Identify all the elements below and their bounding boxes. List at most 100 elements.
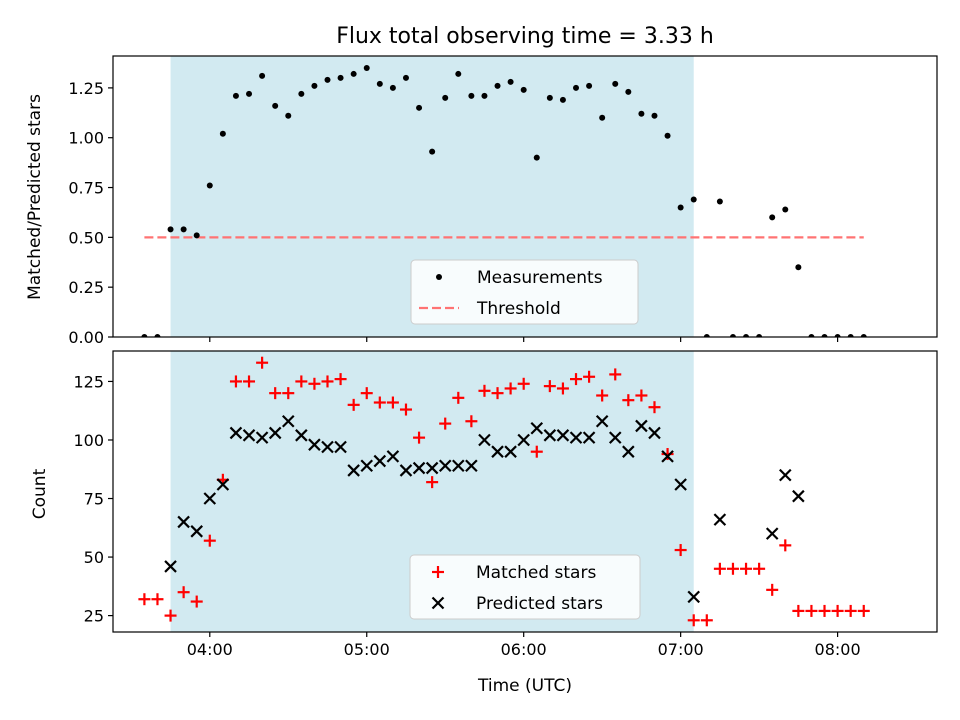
matched-star-point: [831, 604, 844, 617]
predicted-star-point: [295, 429, 308, 442]
legend-label: Predicted stars: [476, 594, 603, 614]
predicted-star-point: [452, 459, 465, 473]
matched-star-point: [308, 377, 321, 390]
matched-star-point: [753, 562, 766, 575]
measurement-point: [808, 334, 815, 337]
matched-star-point: [648, 401, 661, 414]
legend-box: [409, 554, 641, 620]
predicted-star-point: [595, 414, 609, 428]
matched-star-point: [243, 375, 256, 388]
matched-star-point: [269, 387, 282, 400]
measurement-point: [599, 114, 606, 121]
predicted-star-point: [425, 461, 439, 475]
measurement-point: [429, 148, 436, 155]
top-plot: 0.00 0.25 0.50 0.75 1.00 1.25 Measurements Thre…: [68, 55, 938, 347]
measurement-point: [455, 70, 462, 77]
predicted-star-point: [229, 426, 243, 440]
predicted-star-point: [569, 431, 583, 444]
matched-star-point: [766, 583, 779, 596]
matched-star-point: [256, 356, 269, 369]
measurement-point: [232, 92, 239, 99]
matched-star-point: [439, 417, 452, 430]
matched-star-point: [740, 562, 753, 575]
y-tick-label: 0.50: [68, 228, 104, 247]
legend-label: Measurements: [477, 268, 603, 288]
matched-star-point: [347, 398, 360, 411]
matched-star-point: [517, 377, 530, 390]
measurement-point: [847, 334, 854, 337]
predicted-star-point: [504, 445, 517, 458]
measurement-point: [376, 80, 383, 87]
x-axis-label: Time (UTC): [477, 676, 572, 696]
y-tick-label: 50: [84, 548, 104, 567]
y-tick-label: 75: [84, 490, 104, 509]
measurement-point: [625, 88, 632, 95]
matched-star-point: [713, 562, 726, 575]
y-tick-label: 0.75: [68, 179, 104, 198]
matched-star-point: [164, 609, 177, 622]
measurement-point: [350, 70, 357, 77]
matched-star-point: [203, 534, 216, 547]
matched-star-point: [818, 604, 831, 617]
predicted-star-point: [399, 464, 413, 477]
predicted-star-point: [517, 433, 530, 447]
measurement-point: [612, 80, 619, 87]
measurement-point: [219, 130, 226, 137]
measurement-point: [468, 92, 475, 99]
legend: Matched stars Predicted stars: [409, 554, 641, 620]
measurement-point: [821, 334, 828, 337]
matched-star-point: [373, 396, 386, 409]
matched-star-point: [295, 375, 308, 388]
measurement-point: [520, 86, 527, 93]
predicted-star-point: [164, 560, 177, 573]
measurement-point: [363, 64, 370, 71]
predicted-star-point: [543, 429, 557, 442]
measurement-point: [337, 74, 344, 81]
measurement-point: [389, 84, 396, 91]
measurement-point: [141, 334, 148, 337]
measurement-point: [442, 94, 449, 101]
matched-star-point: [452, 391, 465, 404]
predicted-star-point: [190, 525, 203, 538]
y-tick-label: 0.00: [68, 328, 104, 347]
measurement-point: [298, 90, 305, 97]
measurement-point: [481, 92, 488, 99]
y-tick-label: 25: [84, 607, 104, 626]
matched-star-point: [792, 604, 805, 617]
predicted-star-point: [765, 527, 779, 540]
measurement-point: [729, 334, 736, 337]
measurement-point: [285, 112, 292, 119]
matched-star-point: [622, 394, 635, 407]
matched-star-point: [177, 586, 190, 599]
plot-frame: [112, 55, 938, 338]
predicted-star-point: [321, 440, 334, 454]
data-points: [141, 64, 867, 337]
predicted-star-point: [713, 513, 727, 526]
predicted-star-point: [674, 478, 687, 491]
measurement-point: [311, 82, 318, 89]
measurement-point: [795, 264, 802, 271]
measurement-point: [507, 78, 514, 85]
predicted-star-point: [556, 429, 570, 442]
predicted-star-point: [582, 431, 596, 444]
predicted-star-point: [216, 478, 230, 491]
matched-star-point: [609, 368, 622, 381]
predicted-star-point: [792, 489, 805, 503]
measurement-point: [206, 182, 213, 189]
predicted-star-point: [386, 450, 400, 463]
bottom-plot: 25 50 75 100 125 04:00 05:00 06:00 07:00 08:00 Mat…: [73, 350, 938, 659]
matched-star-point: [583, 370, 596, 383]
measurement-point: [664, 132, 671, 139]
chart-title: Flux total observing time = 3.33 h: [336, 24, 714, 49]
measurement-point: [573, 84, 580, 91]
measurement-point: [193, 232, 200, 239]
predicted-star-point: [308, 438, 321, 451]
predicted-star-point: [648, 426, 661, 440]
matched-star-point: [844, 604, 857, 617]
measurement-point: [716, 198, 723, 205]
y-tick-label: 1.25: [68, 79, 104, 98]
measurement-point: [756, 334, 763, 337]
bottom-y-axis-label: Count: [30, 468, 50, 519]
measurement-point: [402, 74, 409, 81]
measurement-point: [651, 112, 658, 119]
